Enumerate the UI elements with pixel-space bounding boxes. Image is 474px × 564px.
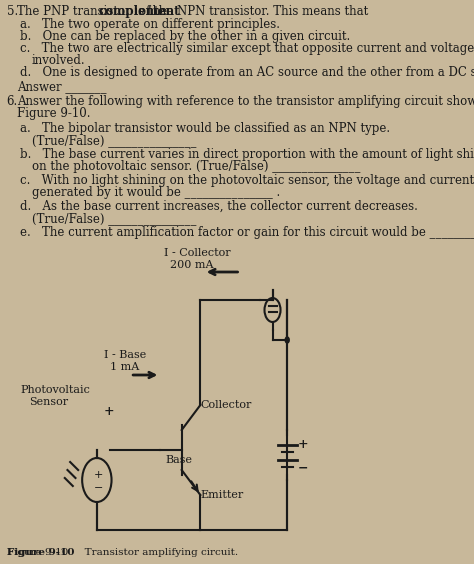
- Text: 200 mA: 200 mA: [170, 260, 214, 270]
- Text: on the photovoltaic sensor. (True/False) _______________: on the photovoltaic sensor. (True/False)…: [32, 160, 360, 173]
- Text: The PNP transistor is the: The PNP transistor is the: [17, 5, 171, 18]
- Text: +: +: [298, 438, 309, 451]
- Text: +: +: [94, 470, 103, 480]
- Text: Emitter: Emitter: [201, 490, 244, 500]
- Text: d.   As the base current increases, the collector current decreases.: d. As the base current increases, the co…: [20, 200, 418, 213]
- Text: Base: Base: [165, 455, 192, 465]
- Text: complement: complement: [99, 5, 180, 18]
- Text: I - Base: I - Base: [103, 350, 146, 360]
- Text: a.   The bipolar transistor would be classified as an NPN type.: a. The bipolar transistor would be class…: [20, 122, 390, 135]
- Text: Answer the following with reference to the transistor amplifying circuit shown i: Answer the following with reference to t…: [17, 95, 474, 108]
- Text: Figure 9-10.: Figure 9-10.: [17, 107, 90, 120]
- Text: Collector: Collector: [201, 400, 252, 410]
- Text: −: −: [298, 462, 309, 475]
- Text: Figure 9-10: Figure 9-10: [7, 548, 74, 557]
- Text: Sensor: Sensor: [29, 397, 68, 407]
- Text: Figure 9-10     Transistor amplifying circuit.: Figure 9-10 Transistor amplifying circui…: [7, 548, 238, 557]
- Text: Answer _______: Answer _______: [17, 80, 106, 93]
- Text: b.   One can be replaced by the other in a given circuit.: b. One can be replaced by the other in a…: [20, 30, 350, 43]
- Text: (True/False) _______________: (True/False) _______________: [32, 134, 196, 147]
- Text: (True/False) _______________: (True/False) _______________: [32, 212, 196, 225]
- Text: involved.: involved.: [32, 54, 86, 67]
- Text: a.   The two operate on different principles.: a. The two operate on different principl…: [20, 18, 280, 31]
- Circle shape: [285, 337, 289, 343]
- Text: Photovoltaic: Photovoltaic: [20, 385, 90, 395]
- Text: 6.: 6.: [7, 95, 18, 108]
- Text: d.   One is designed to operate from an AC source and the other from a DC source: d. One is designed to operate from an AC…: [20, 66, 474, 79]
- Text: +: +: [103, 405, 114, 418]
- Text: b.   The base current varies in direct proportion with the amount of light shini: b. The base current varies in direct pro…: [20, 148, 474, 161]
- Text: c.   With no light shining on the photovoltaic sensor, the voltage and current: c. With no light shining on the photovol…: [20, 174, 474, 187]
- Text: 5.: 5.: [7, 5, 18, 18]
- Text: c.   The two are electrically similar except that opposite current and voltages : c. The two are electrically similar exce…: [20, 42, 474, 55]
- Text: of the NPN transistor. This means that: of the NPN transistor. This means that: [139, 5, 368, 18]
- Text: I - Collector: I - Collector: [164, 248, 230, 258]
- Text: e.   The current amplification factor or gain for this circuit would be ________: e. The current amplification factor or g…: [20, 226, 474, 239]
- Text: 1 mA: 1 mA: [110, 362, 139, 372]
- Text: −: −: [94, 483, 103, 493]
- Text: generated by it would be _______________ .: generated by it would be _______________…: [32, 186, 280, 199]
